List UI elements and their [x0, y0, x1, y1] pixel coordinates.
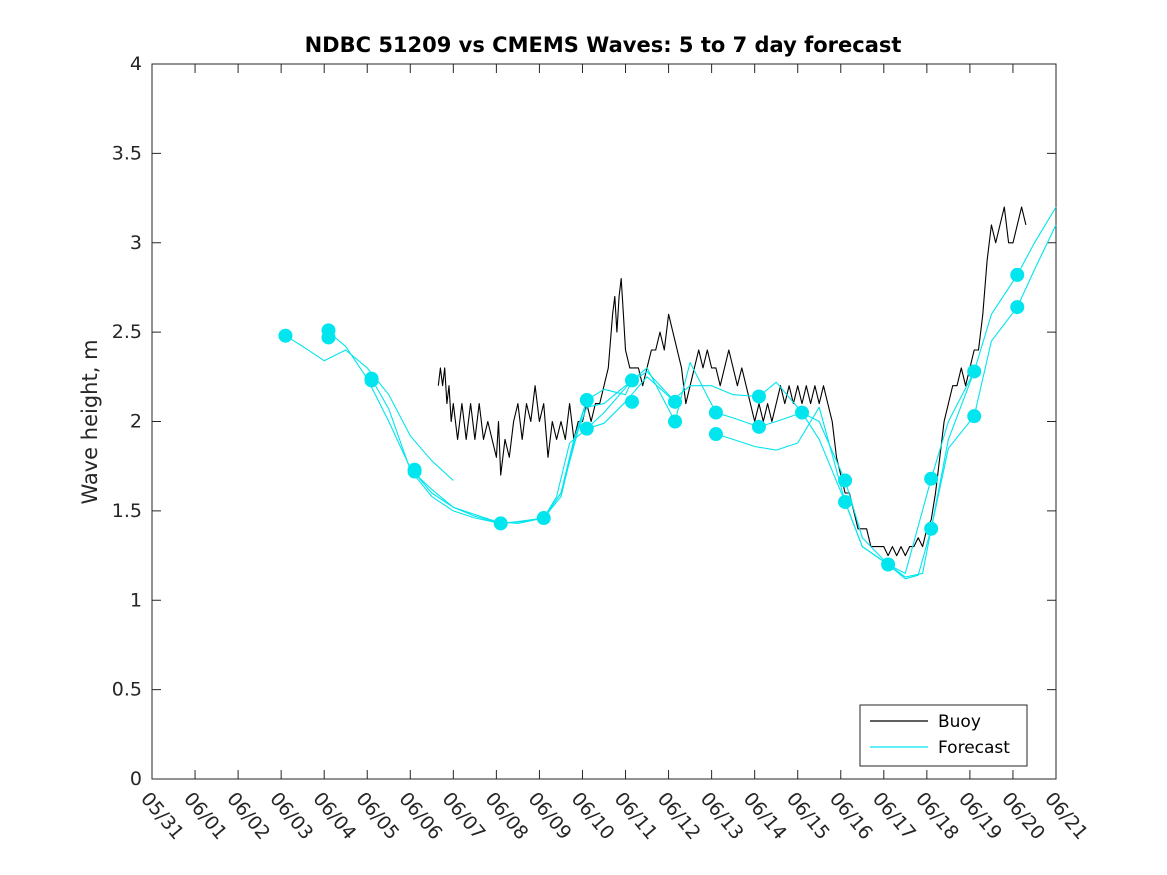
y-axis-label: Wave height, m [78, 339, 102, 504]
forecast-marker [924, 471, 939, 486]
forecast-marker [838, 494, 853, 509]
forecast-marker [668, 394, 683, 409]
forecast-marker [795, 405, 810, 420]
forecast-marker [624, 394, 639, 409]
forecast-marker [407, 462, 422, 477]
forecast-marker [967, 409, 982, 424]
y-tick-label: 1 [130, 589, 142, 611]
forecast-marker [1010, 267, 1025, 282]
legend-label-forecast: Forecast [938, 738, 1010, 758]
forecast-series-line-8 [801, 224, 1057, 580]
legend: Buoy Forecast [859, 704, 1028, 767]
forecast-marker [1010, 300, 1025, 315]
y-tick-label: 4 [130, 53, 142, 75]
forecast-marker [751, 389, 766, 404]
y-tick-label: 3.5 [112, 142, 142, 164]
y-tick-label: 3 [130, 232, 142, 254]
forecast-marker [881, 557, 896, 572]
y-tick-label: 2 [130, 411, 142, 433]
forecast-marker [751, 419, 766, 434]
y-tick-label: 2.5 [112, 321, 142, 343]
y-tick-label: 0.5 [112, 679, 142, 701]
forecast-series-line-9 [844, 206, 1057, 574]
forecast-marker [579, 393, 594, 408]
forecast-marker [838, 473, 853, 488]
legend-label-buoy: Buoy [938, 712, 981, 732]
forecast-marker [708, 405, 723, 420]
forecast-marker [493, 516, 508, 531]
buoy-series-line [437, 206, 1027, 557]
forecast-marker [708, 427, 723, 442]
forecast-marker [624, 373, 639, 388]
forecast-marker [321, 330, 336, 345]
forecast-marker [579, 421, 594, 436]
forecast-marker [278, 328, 293, 343]
forecast-marker [536, 511, 551, 526]
legend-box [859, 704, 1028, 767]
forecast-series-line-1 [285, 335, 454, 481]
forecast-marker [924, 521, 939, 536]
y-tick-label: 0 [130, 768, 142, 790]
forecast-marker [967, 364, 982, 379]
y-tick-label: 1.5 [112, 500, 142, 522]
forecast-marker [668, 414, 683, 429]
forecast-series-line-4 [414, 370, 676, 524]
forecast-marker [364, 371, 379, 386]
chart-title: NDBC 51209 vs CMEMS Waves: 5 to 7 day fo… [305, 33, 902, 57]
